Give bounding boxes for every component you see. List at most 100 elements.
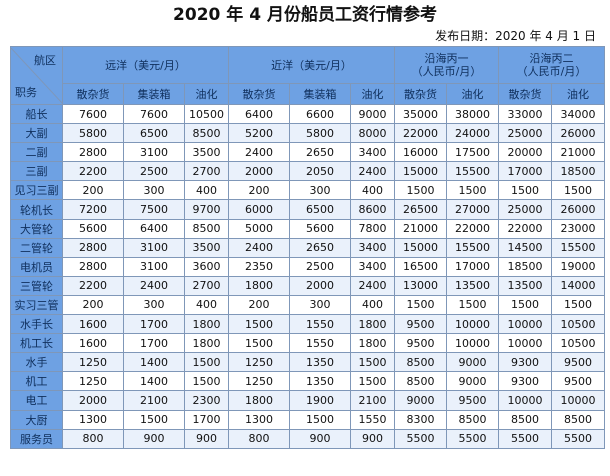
salary-cell: 25000 [498, 123, 553, 144]
salary-cell: 6000 [228, 199, 291, 220]
salary-cell: 5500 [394, 428, 448, 449]
salary-cell: 1400 [123, 352, 185, 373]
salary-cell: 8500 [446, 409, 500, 430]
subheader-cell: 油化 [551, 83, 606, 105]
salary-cell: 1800 [228, 390, 291, 411]
salary-cell: 1600 [62, 314, 124, 335]
salary-cell: 18500 [551, 161, 606, 182]
salary-cell: 15500 [551, 237, 606, 258]
salary-cell: 300 [123, 180, 185, 201]
salary-cell: 2350 [228, 256, 291, 277]
salary-cell: 9500 [551, 352, 606, 373]
table-row: 船长 7600 7600 10500 6400 6600 9000 35000 38000 330… [10, 103, 606, 125]
salary-cell: 2800 [62, 256, 124, 277]
salary-cell: 1800 [350, 314, 396, 335]
salary-cell: 200 [62, 294, 124, 316]
salary-cell: 26500 [394, 199, 448, 220]
salary-cell: 9000 [350, 103, 396, 125]
salary-cell: 10500 [183, 103, 230, 125]
salary-cell: 9000 [446, 371, 500, 392]
salary-cell: 23000 [551, 218, 606, 239]
role-cell: 机工长 [10, 333, 63, 354]
salary-cell: 5800 [62, 123, 124, 144]
salary-cell: 7600 [62, 103, 124, 125]
table-row: 二副 2800 3100 3500 2400 2650 3400 16000 17500 2000… [10, 142, 606, 163]
salary-cell: 1500 [183, 371, 230, 392]
salary-cell: 3400 [350, 142, 396, 163]
salary-cell: 1500 [394, 294, 448, 316]
salary-cell: 8500 [394, 352, 448, 373]
salary-cell: 7800 [350, 218, 396, 239]
table-row: 服务员 800 900 900 800 900 900 5500 5500 5500 5500 [10, 428, 606, 449]
salary-cell: 2000 [228, 161, 291, 182]
salary-cell: 10000 [551, 390, 606, 411]
salary-cell: 1500 [289, 409, 352, 430]
table-row: 三副 2200 2500 2700 2000 2050 2400 15000 15500 1700… [10, 161, 606, 182]
salary-cell: 1500 [123, 409, 185, 430]
salary-cell: 1350 [289, 352, 352, 373]
salary-cell: 15500 [446, 161, 500, 182]
role-cell: 实习三管 [10, 294, 63, 316]
salary-cell: 400 [183, 294, 230, 316]
region-unit: （人民币/月） [516, 65, 587, 78]
salary-cell: 1500 [446, 294, 500, 316]
salary-cell: 1500 [551, 294, 606, 316]
salary-cell: 8500 [183, 123, 230, 144]
salary-cell: 25000 [498, 199, 553, 220]
role-cell: 轮机长 [10, 199, 63, 220]
salary-cell: 200 [228, 294, 291, 316]
salary-cell: 200 [62, 180, 124, 201]
subheader-cell: 散杂货 [394, 83, 448, 105]
salary-cell: 1700 [123, 314, 185, 335]
role-cell: 三管轮 [10, 275, 63, 296]
region-label: 沿海丙一 [424, 52, 469, 65]
salary-cell: 10000 [498, 314, 553, 335]
salary-cell: 6400 [228, 103, 291, 125]
role-cell: 电工 [10, 390, 63, 411]
table-row: 电机员 2800 3100 3600 2350 2500 3400 16500 17000 185… [10, 256, 606, 277]
table-row: 机工 1250 1400 1500 1250 1350 1500 8500 9000 9300 95… [10, 371, 606, 392]
salary-cell: 5600 [62, 218, 124, 239]
salary-cell: 1500 [498, 294, 553, 316]
salary-cell: 9300 [498, 352, 553, 373]
salary-cell: 10000 [446, 314, 500, 335]
salary-cell: 2400 [228, 237, 291, 258]
salary-cell: 300 [289, 180, 352, 201]
salary-cell: 1250 [62, 371, 124, 392]
salary-cell: 2000 [62, 390, 124, 411]
region-unit: （人民币/月） [411, 65, 482, 78]
salary-cell: 1550 [350, 409, 396, 430]
salary-cell: 300 [123, 294, 185, 316]
salary-cell: 8600 [350, 199, 396, 220]
region-header-coastal-c1: 沿海丙一 （人民币/月） [394, 46, 500, 84]
salary-cell: 27000 [446, 199, 500, 220]
salary-cell: 21000 [551, 142, 606, 163]
salary-cell: 400 [350, 294, 396, 316]
salary-cell: 16500 [394, 256, 448, 277]
salary-cell: 8300 [394, 409, 448, 430]
salary-cell: 3400 [350, 237, 396, 258]
salary-cell: 3500 [183, 142, 230, 163]
salary-cell: 2050 [289, 161, 352, 182]
salary-cell: 800 [62, 428, 124, 449]
region-label: 沿海丙二 [529, 52, 574, 65]
salary-cell: 2300 [183, 390, 230, 411]
header-row-regions: 航区 职务 远洋（美元/月） 近洋（美元/月） 沿海丙一 （人民币/月） 沿海丙… [10, 46, 606, 105]
role-cell: 大管轮 [10, 218, 63, 239]
salary-cell: 400 [350, 180, 396, 201]
salary-cell: 16000 [394, 142, 448, 163]
region-label: 远洋（美元/月） [105, 59, 186, 72]
table-row: 轮机长 7200 7500 9700 6000 6500 8600 26500 27000 250… [10, 199, 606, 220]
salary-cell: 2650 [289, 142, 352, 163]
salary-cell: 1300 [62, 409, 124, 430]
role-cell: 三副 [10, 161, 63, 182]
salary-cell: 1250 [62, 352, 124, 373]
table-row: 电工 2000 2100 2300 1800 1900 2100 9000 9500 10000 1… [10, 390, 606, 411]
subheader-cell: 油化 [350, 83, 396, 105]
salary-cell: 13500 [498, 275, 553, 296]
subheader-cell: 集装箱 [123, 83, 185, 105]
salary-cell: 10000 [498, 390, 553, 411]
corner-label-role: 职务 [15, 85, 37, 99]
role-cell: 大厨 [10, 409, 63, 430]
subheader-cell: 集装箱 [289, 83, 352, 105]
